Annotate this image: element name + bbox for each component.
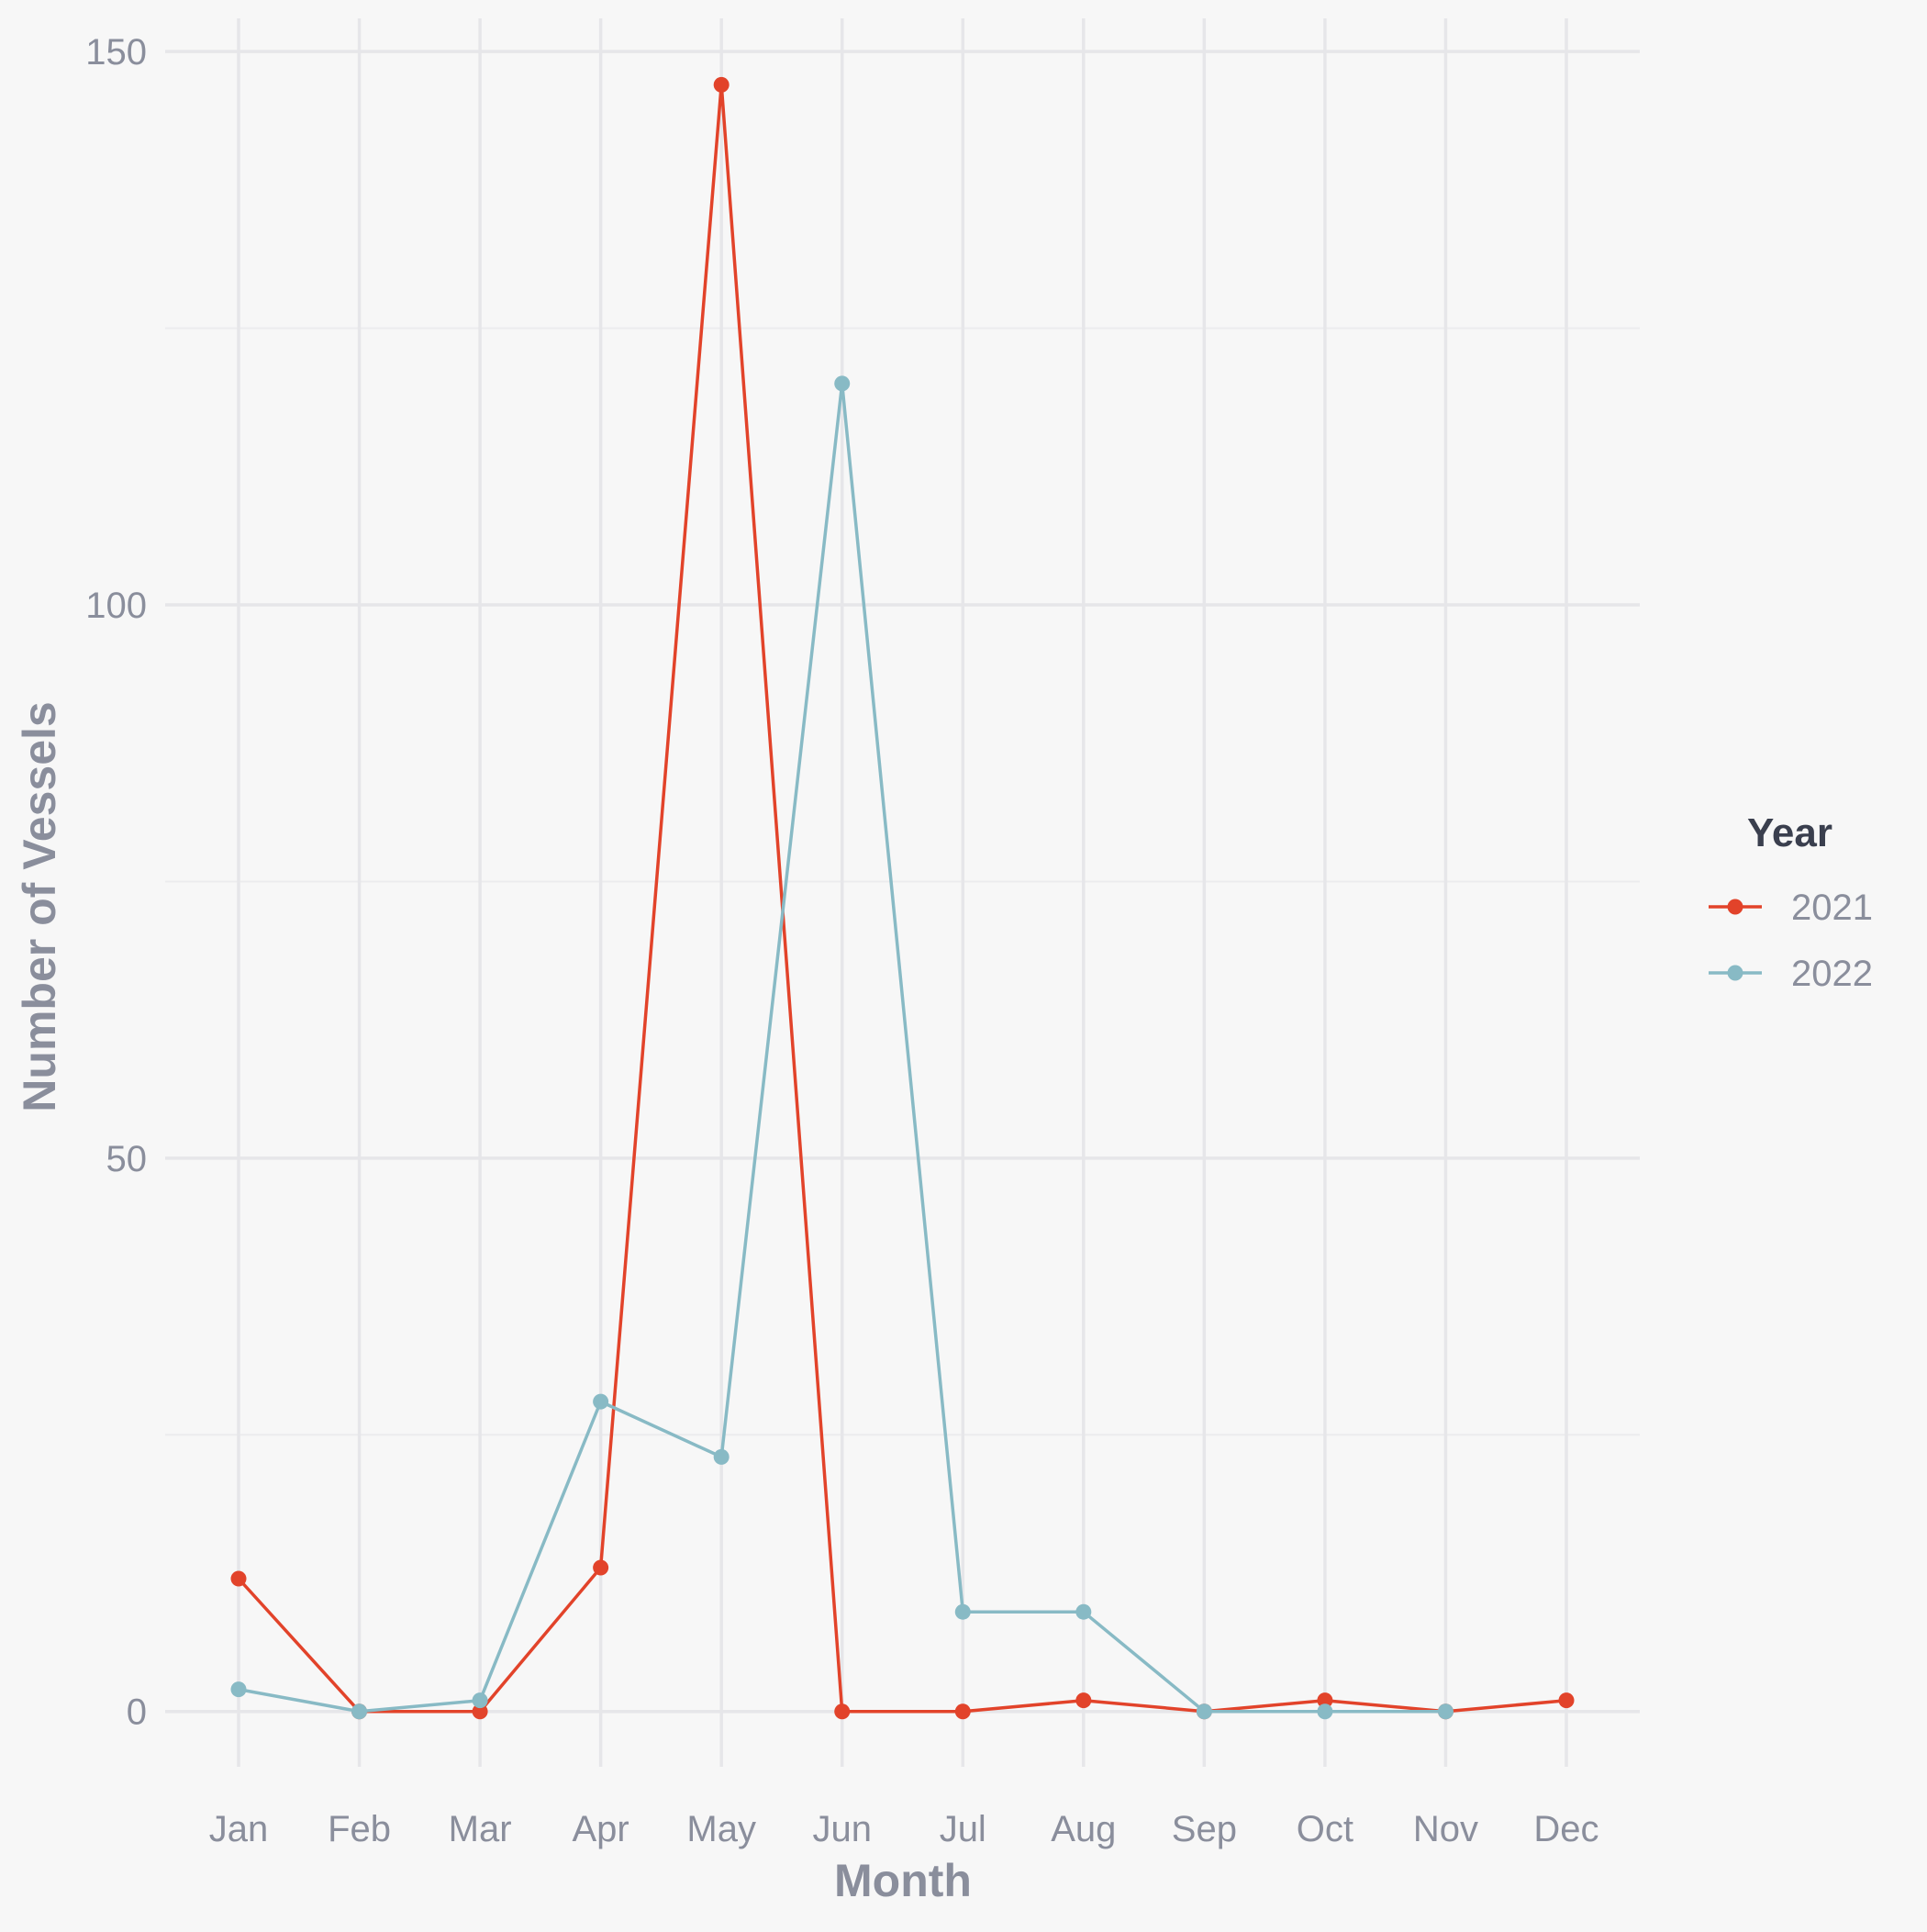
x-tick-label: Oct [1297, 1809, 1353, 1849]
legend: Year 2021 2022 [1709, 810, 1873, 994]
x-axis-title: Month [834, 1855, 972, 1906]
data-point [834, 375, 851, 392]
x-tick-label: Jan [209, 1809, 269, 1849]
data-point [230, 1570, 247, 1587]
data-point [351, 1703, 368, 1720]
y-tick-label: 150 [85, 32, 147, 73]
data-point [230, 1681, 247, 1698]
x-tick-label: Mar [449, 1809, 512, 1849]
x-tick-label: Apr [573, 1809, 629, 1849]
x-tick-label: Nov [1413, 1809, 1478, 1849]
data-point [593, 1559, 609, 1576]
data-point [1075, 1692, 1092, 1709]
legend-key-point [1727, 965, 1743, 981]
x-tick-label: Dec [1533, 1809, 1598, 1849]
legend-item-2022: 2022 [1709, 954, 1873, 994]
data-point [954, 1703, 971, 1720]
legend-item-2021: 2021 [1709, 888, 1873, 928]
legend-label: 2022 [1791, 954, 1873, 994]
y-tick-label: 100 [85, 586, 147, 626]
data-point [1075, 1603, 1092, 1620]
data-point [1317, 1692, 1333, 1709]
data-point [593, 1393, 609, 1410]
x-tick-label: Sep [1172, 1809, 1237, 1849]
data-point [834, 1703, 851, 1720]
data-point [954, 1603, 971, 1620]
legend-title: Year [1747, 810, 1832, 855]
grid [165, 18, 1640, 1767]
data-point [1317, 1703, 1333, 1720]
y-tick-label: 0 [127, 1692, 147, 1733]
y-tick-label: 50 [106, 1139, 148, 1179]
data-point [713, 76, 730, 93]
series-2021 [230, 76, 1575, 1720]
x-tick-label: Jun [812, 1809, 872, 1849]
data-point [472, 1692, 488, 1709]
legend-items: 2021 2022 [1709, 888, 1873, 994]
series-line [237, 83, 1567, 1714]
legend-key-point [1727, 899, 1743, 915]
x-tick-label: Aug [1051, 1809, 1116, 1849]
x-tick-label: May [686, 1809, 756, 1849]
legend-label: 2021 [1791, 888, 1873, 928]
data-point [472, 1703, 488, 1720]
x-tick-label: Jul [940, 1809, 986, 1849]
data-point [1437, 1703, 1454, 1720]
x-axis-ticks: Jan Feb Mar Apr May Jun Jul Aug Sep Oct Nov Dec [209, 1809, 1599, 1849]
series-layer [230, 76, 1575, 1720]
x-tick-label: Feb [328, 1809, 391, 1849]
series-2022 [230, 375, 1454, 1720]
y-axis-title: Number of Vessels [14, 701, 65, 1111]
data-point [713, 1448, 730, 1465]
data-point [1558, 1692, 1575, 1709]
data-point [1196, 1703, 1212, 1720]
y-axis-ticks: 0 50 100 150 [85, 32, 147, 1733]
